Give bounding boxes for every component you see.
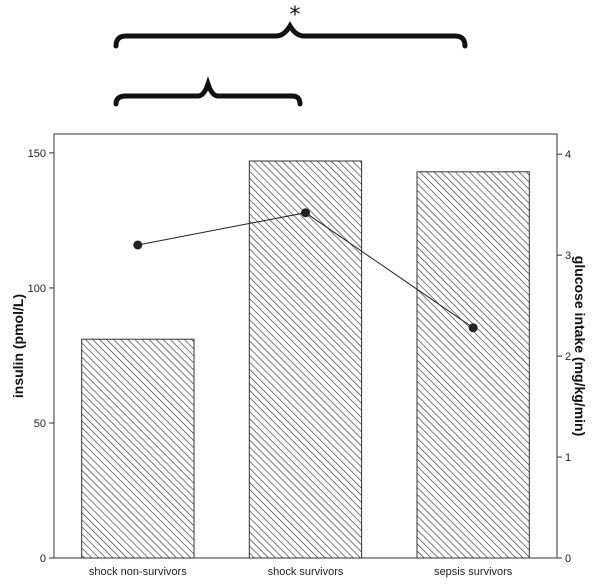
significance-asterisk: * (290, 3, 301, 28)
bar-1 (248, 160, 363, 559)
y2-axis-ticks: 0 1 2 3 4 (557, 149, 571, 565)
x-category-label-0: shock non-survivors (89, 566, 187, 578)
line-point-0 (133, 240, 143, 250)
y-axis-title: insulin (pmol/L) (10, 294, 26, 398)
bar-group (81, 160, 530, 559)
y2-tick-label-4: 4 (565, 149, 571, 161)
x-category-label-1: shock survivors (268, 566, 344, 578)
line-series-group (133, 208, 478, 333)
x-category-label-2: sepsis survivors (434, 566, 513, 578)
y2-tick-label-2: 2 (565, 351, 571, 363)
bar-0 (81, 338, 195, 559)
significance-brace-short (113, 76, 303, 107)
line-point-2 (468, 323, 478, 333)
y2-axis-title: glucose intake (mg/kg/min) (572, 256, 588, 436)
y2-tick-label-1: 1 (565, 452, 571, 464)
y-tick-label-0: 0 (40, 553, 46, 565)
y2-tick-label-3: 3 (565, 250, 571, 262)
y-tick-label-2: 100 (28, 283, 46, 295)
y2-tick-label-0: 0 (565, 553, 571, 565)
y-tick-label-3: 150 (28, 148, 46, 160)
x-axis-labels: shock non-survivors shock survivors sepsis… (89, 566, 513, 578)
y-tick-label-1: 50 (34, 418, 46, 430)
significance-brace-long (113, 21, 468, 49)
line-point-1 (301, 208, 310, 218)
bar-2 (416, 171, 530, 559)
y-axis-ticks: 0 50 100 150 (28, 148, 54, 565)
